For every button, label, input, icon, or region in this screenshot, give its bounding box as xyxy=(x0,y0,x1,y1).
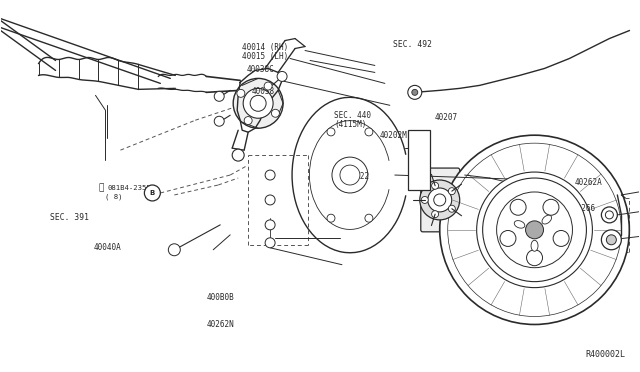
Circle shape xyxy=(233,78,283,128)
Text: 40262N: 40262N xyxy=(206,321,234,330)
Circle shape xyxy=(543,199,559,215)
Text: 40222: 40222 xyxy=(347,172,370,181)
Text: 40038C: 40038C xyxy=(246,65,275,74)
Circle shape xyxy=(265,220,275,230)
Text: 40262A: 40262A xyxy=(574,178,602,187)
Circle shape xyxy=(497,192,572,268)
Bar xyxy=(408,130,430,190)
Circle shape xyxy=(168,244,180,256)
Circle shape xyxy=(244,116,252,125)
Circle shape xyxy=(232,149,244,161)
Circle shape xyxy=(412,89,418,95)
Circle shape xyxy=(421,196,428,203)
Ellipse shape xyxy=(514,221,525,228)
Circle shape xyxy=(553,231,569,246)
Text: 081B4-2355M: 081B4-2355M xyxy=(108,185,156,191)
Circle shape xyxy=(340,165,360,185)
Text: 40014 (RH): 40014 (RH) xyxy=(242,42,289,51)
Circle shape xyxy=(420,180,460,220)
Circle shape xyxy=(602,230,621,250)
Circle shape xyxy=(449,188,455,195)
Circle shape xyxy=(431,182,438,189)
Circle shape xyxy=(365,214,373,222)
Text: 400B0B: 400B0B xyxy=(206,293,234,302)
Circle shape xyxy=(145,185,161,201)
Circle shape xyxy=(477,172,593,288)
Text: SEC. 440: SEC. 440 xyxy=(334,111,371,120)
Circle shape xyxy=(500,231,516,246)
Circle shape xyxy=(214,92,224,101)
Text: Ⓑ: Ⓑ xyxy=(99,183,104,192)
Circle shape xyxy=(448,143,621,317)
Text: 40266: 40266 xyxy=(573,204,596,213)
Circle shape xyxy=(264,82,272,90)
Circle shape xyxy=(365,128,373,136)
Text: 40207: 40207 xyxy=(435,113,458,122)
Circle shape xyxy=(265,238,275,248)
Circle shape xyxy=(449,205,455,212)
Text: ( 8): ( 8) xyxy=(105,194,122,201)
Circle shape xyxy=(602,207,618,223)
Ellipse shape xyxy=(542,215,552,224)
Circle shape xyxy=(237,89,245,97)
Text: (4115M): (4115M) xyxy=(334,120,367,129)
Text: 40040A: 40040A xyxy=(93,243,121,251)
Text: R400002L: R400002L xyxy=(585,350,625,359)
Circle shape xyxy=(483,178,586,282)
Circle shape xyxy=(327,214,335,222)
Text: SEC. 492: SEC. 492 xyxy=(394,40,433,49)
Circle shape xyxy=(243,89,273,118)
Text: 40015 (LH): 40015 (LH) xyxy=(242,52,289,61)
Circle shape xyxy=(527,250,543,266)
Circle shape xyxy=(440,135,629,324)
Circle shape xyxy=(327,128,335,136)
Circle shape xyxy=(510,199,526,215)
Ellipse shape xyxy=(531,240,538,251)
Text: 40262: 40262 xyxy=(564,235,587,244)
FancyBboxPatch shape xyxy=(420,168,460,232)
Text: 40202M: 40202M xyxy=(380,131,407,141)
Circle shape xyxy=(332,157,368,193)
Circle shape xyxy=(265,170,275,180)
Circle shape xyxy=(271,109,280,117)
Circle shape xyxy=(428,188,452,212)
Circle shape xyxy=(606,235,616,245)
Text: SEC. 391: SEC. 391 xyxy=(50,213,89,222)
Circle shape xyxy=(265,195,275,205)
Text: 40038: 40038 xyxy=(252,87,275,96)
Circle shape xyxy=(431,211,438,218)
Text: B: B xyxy=(150,190,155,196)
Circle shape xyxy=(408,86,422,99)
Circle shape xyxy=(214,116,224,126)
Circle shape xyxy=(277,71,287,81)
Circle shape xyxy=(525,221,543,239)
